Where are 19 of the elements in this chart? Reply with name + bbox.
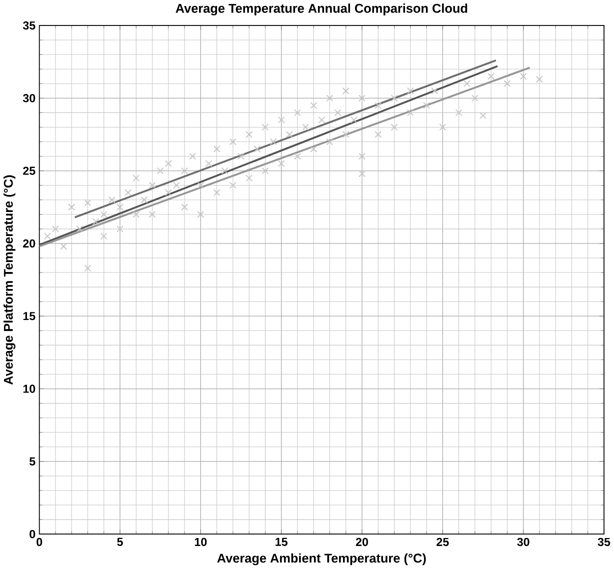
- y-tick-label: 25: [23, 166, 36, 176]
- y-tick-label: 15: [23, 312, 36, 320]
- x-tick-label: 35: [598, 538, 610, 546]
- y-tick-label: 10: [23, 384, 36, 394]
- x-axis-title: Average Ambient Temperature (°C): [217, 553, 426, 566]
- x-tick-label: 20: [356, 538, 368, 546]
- y-tick-label: 20: [23, 239, 36, 248]
- y-tick-label: 35: [22, 21, 36, 30]
- chart-title: Average Temperature Annual Comparison Cloud: [176, 4, 468, 16]
- x-tick-label: 5: [117, 538, 123, 546]
- x-tick-label: 0: [36, 538, 42, 546]
- x-tick-label: 30: [517, 538, 530, 546]
- y-axis-title: Average Platform Temperature (°C): [4, 175, 16, 385]
- y-tick-label: 30: [22, 94, 36, 102]
- x-tick-label: 10: [194, 538, 207, 546]
- x-tick-label: 25: [436, 538, 449, 546]
- y-tick-label: 0: [30, 530, 36, 538]
- y-tick-label: 5: [30, 458, 36, 466]
- x-tick-label: 15: [276, 538, 288, 546]
